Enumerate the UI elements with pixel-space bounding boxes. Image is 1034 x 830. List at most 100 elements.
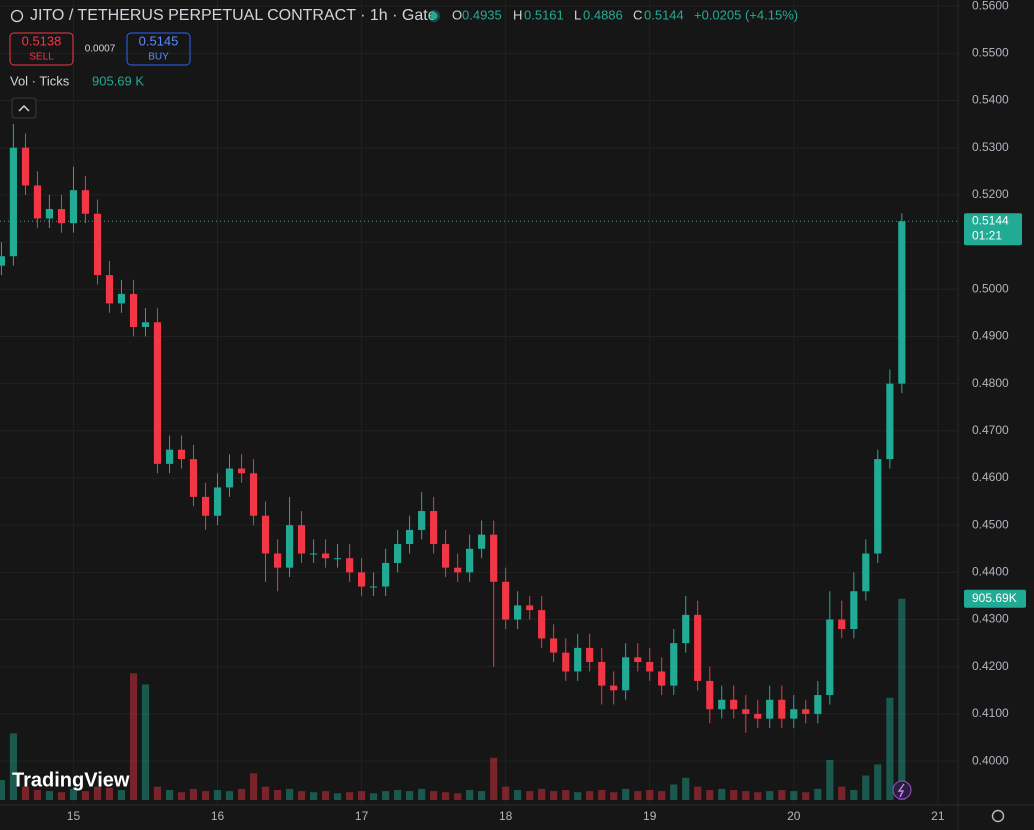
volume-bar xyxy=(81,791,90,800)
volume-bar xyxy=(754,792,762,800)
volume-bar xyxy=(405,791,414,800)
candle-body xyxy=(9,147,17,257)
candle-body xyxy=(430,511,438,545)
volume-bar xyxy=(297,791,306,800)
candle-body xyxy=(69,190,78,224)
candle-body xyxy=(682,614,690,644)
candle-body xyxy=(129,293,138,328)
volume-bar xyxy=(598,790,606,800)
settings-button[interactable] xyxy=(991,809,1005,823)
volume-bar xyxy=(394,790,402,800)
volume-bar xyxy=(153,786,162,800)
candle-body xyxy=(538,610,546,639)
candle-body xyxy=(153,322,162,464)
y-tick-label: 0.5300 xyxy=(972,140,1009,154)
volume-bar xyxy=(550,791,558,800)
o-label: O xyxy=(452,7,462,22)
candle-body xyxy=(45,209,53,219)
candle-body xyxy=(57,209,66,224)
candle-body xyxy=(249,473,258,516)
candle-body xyxy=(862,553,870,592)
volume-bar xyxy=(177,792,186,800)
volume-bar xyxy=(514,790,522,800)
y-tick-label: 0.4700 xyxy=(972,423,1009,437)
candle-body xyxy=(838,619,846,629)
header: JITO / TETHERUS PERPETUAL CONTRACT · 1h … xyxy=(10,7,798,24)
candle-body xyxy=(394,544,402,563)
volume-bar xyxy=(430,791,438,800)
lightning-icon xyxy=(897,783,905,798)
y-tick-label: 0.4100 xyxy=(972,706,1009,720)
candle-body xyxy=(369,586,378,588)
sell-button[interactable] xyxy=(9,32,74,66)
volume-bar xyxy=(778,790,786,800)
candle-body xyxy=(718,699,726,710)
candle-body xyxy=(742,709,750,714)
volume-bar xyxy=(682,777,690,800)
x-tick-label: 21 xyxy=(931,809,945,823)
volume-bar xyxy=(802,792,810,800)
x-tick-label: 20 xyxy=(787,809,801,823)
volume-bar xyxy=(358,791,366,800)
y-tick-label: 0.5600 xyxy=(972,0,1009,12)
candle-body xyxy=(21,147,30,186)
candle-body xyxy=(598,662,606,686)
volume-bar xyxy=(249,773,258,800)
y-tick-label: 0.5000 xyxy=(972,281,1009,295)
volume-bar xyxy=(45,791,53,800)
y-tick-label: 0.4600 xyxy=(972,470,1009,484)
x-tick-label: 18 xyxy=(499,809,513,823)
volume-bar xyxy=(441,792,450,800)
candle-body xyxy=(802,709,810,714)
volume-bar xyxy=(622,788,630,800)
candle-body xyxy=(382,562,390,587)
candle-body xyxy=(778,699,786,719)
buy-price: 0.5145 xyxy=(139,33,179,48)
h-label: H xyxy=(513,7,522,22)
volume-bar xyxy=(586,791,594,800)
volume-bar xyxy=(418,788,426,800)
candle-body xyxy=(766,699,774,719)
o-value: 0.4935 xyxy=(462,7,502,22)
candle-body xyxy=(670,643,678,686)
volume-bar xyxy=(141,684,150,800)
l-value: 0.4886 xyxy=(583,7,623,22)
y-tick-label: 0.4300 xyxy=(972,612,1009,626)
candle-body xyxy=(610,685,618,691)
volume-bar xyxy=(658,791,666,800)
volume-bar xyxy=(225,791,234,800)
volume-bar xyxy=(886,697,894,800)
spread: 0.0007 xyxy=(85,44,116,55)
candle-body xyxy=(646,662,654,672)
candle-body xyxy=(550,638,558,653)
candle-body xyxy=(81,190,90,214)
volume-bar xyxy=(826,760,834,800)
y-tick-label: 0.4400 xyxy=(972,565,1009,579)
indicator-value: 905.69 K xyxy=(92,73,144,88)
collapse-icon xyxy=(18,104,30,112)
candle-body xyxy=(213,487,222,516)
countdown: 01:21 xyxy=(972,228,1002,242)
candle-body xyxy=(622,657,630,691)
volume-bar xyxy=(610,792,618,800)
volume-bar xyxy=(117,790,126,800)
volume-bar xyxy=(57,792,66,800)
x-tick-label: 19 xyxy=(643,809,657,823)
volume-bar xyxy=(850,790,858,800)
candle-body xyxy=(201,496,210,516)
lightning-button[interactable] xyxy=(892,780,912,800)
volume-bar xyxy=(478,791,486,800)
candle-body xyxy=(658,671,666,686)
volume-bar xyxy=(646,790,654,800)
candle-body xyxy=(105,275,114,304)
candle-body xyxy=(358,572,366,587)
candle-body xyxy=(285,525,294,568)
volume-bar xyxy=(346,792,354,800)
volume-bar xyxy=(790,791,798,800)
candle-body xyxy=(514,605,522,620)
volume-bar xyxy=(238,788,246,800)
collapse-button[interactable] xyxy=(11,97,37,119)
volume-bar xyxy=(310,792,318,800)
buy-button[interactable] xyxy=(126,32,191,66)
